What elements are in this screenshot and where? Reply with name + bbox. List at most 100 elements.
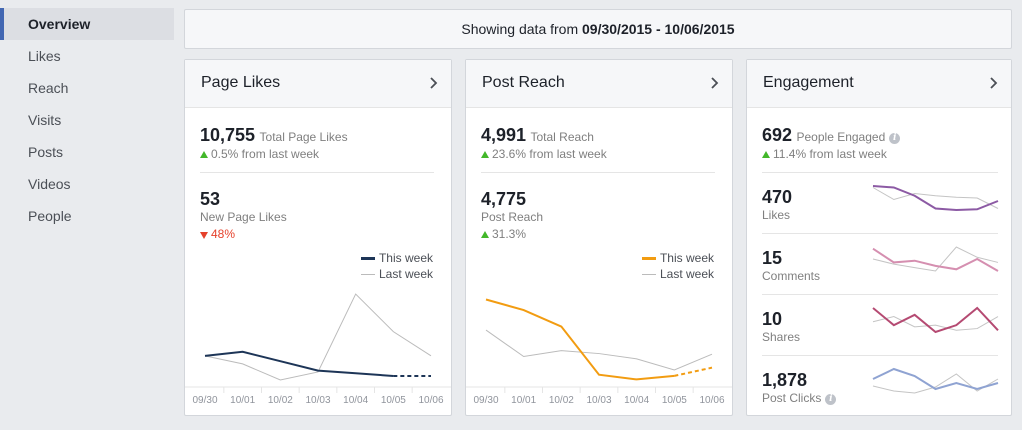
x-tick-label: 10/03 bbox=[305, 395, 330, 406]
legend-this-week: This week bbox=[360, 251, 433, 265]
engagement-title: Engagement bbox=[763, 74, 854, 91]
post-reach-chart: 09/30 10/01 10/02 10/03 10/04 10/05 10/06 bbox=[466, 298, 732, 406]
x-tick-label: 10/01 bbox=[230, 395, 255, 406]
legend-swatch bbox=[641, 257, 656, 261]
info-icon[interactable]: i bbox=[889, 133, 901, 144]
sparkline-this-week bbox=[872, 367, 999, 391]
up-arrow-icon bbox=[481, 231, 489, 238]
x-tick-label: 09/30 bbox=[473, 395, 498, 406]
chevron-right-icon[interactable] bbox=[708, 75, 722, 91]
x-tick-label: 09/30 bbox=[192, 395, 217, 406]
people-engaged-label: People Engaged bbox=[796, 130, 886, 144]
legend-swatch bbox=[360, 274, 375, 276]
divider bbox=[762, 233, 998, 234]
sidebar-item-likes[interactable]: Likes bbox=[28, 48, 61, 64]
date-range-value[interactable]: 09/30/2015 - 10/06/2015 bbox=[582, 21, 735, 37]
divider bbox=[200, 172, 434, 173]
post-reach-title: Post Reach bbox=[482, 74, 565, 91]
engagement-sparklines bbox=[872, 185, 999, 394]
post-reach-card-header[interactable]: Post Reach bbox=[466, 60, 732, 108]
total-page-likes-label: Total Page Likes bbox=[259, 130, 348, 144]
down-arrow-icon bbox=[200, 232, 208, 239]
sparkline-last-week bbox=[872, 316, 999, 331]
total-reach-value: 4,991 bbox=[481, 125, 527, 145]
up-arrow-icon bbox=[762, 151, 770, 158]
x-tick-label: 10/05 bbox=[662, 395, 687, 406]
shares-label: Shares bbox=[762, 330, 801, 344]
post-reach-card: Post Reach 4,991 Total Reach 23.6% from … bbox=[465, 59, 733, 416]
post-reach-delta: 31.3% bbox=[492, 227, 527, 241]
sidebar-item-posts[interactable]: Posts bbox=[28, 144, 64, 160]
legend-this-week: This week bbox=[641, 251, 714, 265]
info-icon[interactable]: i bbox=[825, 394, 837, 405]
sidebar-item-visits[interactable]: Visits bbox=[28, 112, 62, 128]
shares-value: 10 bbox=[762, 309, 783, 329]
x-tick-label: 10/04 bbox=[343, 395, 368, 406]
divider bbox=[762, 294, 998, 295]
sparkline-last-week bbox=[872, 187, 999, 209]
divider bbox=[762, 172, 998, 173]
x-tick-label: 10/06 bbox=[418, 395, 443, 406]
legend-label: Last week bbox=[378, 267, 433, 281]
x-tick-label: 10/04 bbox=[624, 395, 649, 406]
sidebar-item-reach[interactable]: Reach bbox=[28, 80, 69, 96]
likes-label: Likes bbox=[762, 208, 791, 222]
legend-last-week: Last week bbox=[360, 267, 433, 281]
up-arrow-icon bbox=[481, 151, 489, 158]
divider bbox=[481, 172, 715, 173]
x-tick-label: 10/06 bbox=[699, 395, 724, 406]
total-reach-label: Total Reach bbox=[530, 130, 594, 144]
series-this-week-projection bbox=[674, 366, 713, 377]
sidebar: Overview Likes Reach Visits Posts Videos… bbox=[0, 8, 174, 232]
people-engaged-value: 692 bbox=[762, 125, 793, 145]
total-page-likes-value: 10,755 bbox=[200, 125, 256, 145]
legend-label: This week bbox=[378, 251, 433, 265]
legend-swatch bbox=[641, 274, 656, 276]
x-tick-label: 10/02 bbox=[549, 395, 574, 406]
new-page-likes-delta: 48% bbox=[211, 227, 236, 241]
divider bbox=[762, 355, 998, 356]
x-tick-label: 10/02 bbox=[268, 395, 293, 406]
comments-label: Comments bbox=[762, 269, 821, 283]
post-clicks-value: 1,878 bbox=[762, 370, 808, 390]
page-likes-card-header[interactable]: Page Likes bbox=[185, 60, 451, 108]
legend-swatch bbox=[360, 257, 375, 261]
sparkline-last-week bbox=[872, 373, 999, 394]
series-this-week-line bbox=[485, 298, 675, 381]
series-this-week-line bbox=[204, 350, 394, 377]
sidebar-item-overview[interactable]: Overview bbox=[0, 8, 174, 40]
sparkline-this-week bbox=[872, 247, 999, 272]
comments-value: 15 bbox=[762, 248, 783, 268]
chevron-right-icon[interactable] bbox=[987, 75, 1001, 91]
page-likes-title: Page Likes bbox=[201, 74, 281, 91]
x-tick-label: 10/01 bbox=[511, 395, 536, 406]
page-likes-card: Page Likes 10,755 Total Page Likes 0.5% … bbox=[184, 59, 452, 416]
sidebar-item-people[interactable]: People bbox=[28, 208, 72, 224]
legend-label: Last week bbox=[659, 267, 714, 281]
engagement-card-header[interactable]: Engagement bbox=[747, 60, 1011, 108]
post-reach-label: Post Reach bbox=[481, 210, 544, 224]
new-page-likes-value: 53 bbox=[200, 189, 221, 209]
x-tick-label: 10/05 bbox=[381, 395, 406, 406]
sparkline-this-week bbox=[872, 185, 999, 212]
series-last-week-line bbox=[485, 329, 713, 371]
engagement-card: Engagement 692 People Engaged i 11.4% fro… bbox=[746, 59, 1012, 416]
sparkline-last-week bbox=[872, 246, 999, 272]
likes-value: 470 bbox=[762, 187, 793, 207]
post-reach-value: 4,775 bbox=[481, 189, 527, 209]
up-arrow-icon bbox=[200, 151, 208, 158]
x-tick-label: 10/03 bbox=[586, 395, 611, 406]
series-last-week-line bbox=[204, 293, 432, 381]
post-clicks-label: Post Clicks bbox=[762, 391, 822, 405]
date-range-prefix: Showing data from bbox=[461, 21, 579, 37]
total-page-likes-delta: 0.5% from last week bbox=[211, 147, 320, 161]
date-range-bar: Showing data from 09/30/2015 - 10/06/201… bbox=[184, 9, 1012, 49]
new-page-likes-label: New Page Likes bbox=[200, 210, 287, 224]
people-engaged-delta: 11.4% from last week bbox=[773, 147, 887, 161]
page-likes-chart: 09/30 10/01 10/02 10/03 10/04 10/05 10/06 bbox=[185, 293, 451, 406]
sidebar-item-videos[interactable]: Videos bbox=[28, 176, 71, 192]
chevron-right-icon[interactable] bbox=[427, 75, 441, 91]
legend-label: This week bbox=[659, 251, 714, 265]
sparkline-this-week bbox=[872, 306, 999, 334]
legend-last-week: Last week bbox=[641, 267, 714, 281]
